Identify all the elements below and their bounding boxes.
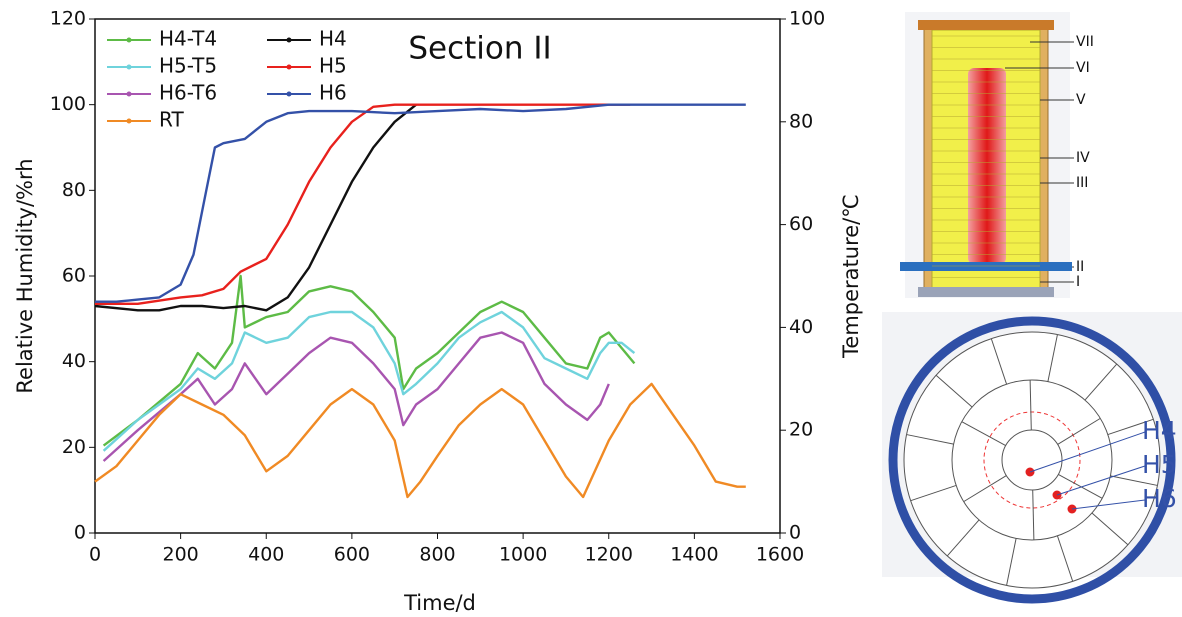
column-label: III [1076,175,1088,191]
spoke [906,434,954,445]
legend-label: H5-T5 [159,54,217,78]
leader [1029,431,1146,473]
heater-core [968,68,1006,264]
y-tick-label: 40 [62,350,86,372]
x-tick-label: 1400 [670,544,718,566]
series-line [95,103,631,305]
y-tick-label: 80 [62,179,86,201]
ring [983,411,1081,509]
x-tick-label: 1000 [499,544,547,566]
leader [1071,499,1146,510]
legend-label: RT [159,108,184,132]
column-label: II [1076,259,1084,275]
cross-section [882,312,1182,604]
spoke [1058,473,1103,499]
spoke [935,374,973,408]
spoke [961,421,1006,447]
x-tick-label: 400 [248,544,284,566]
spoke [1110,475,1158,486]
ring [1001,429,1063,491]
leader [1056,465,1146,496]
sensor-label: H4 [1142,416,1177,445]
x-tick-label: 1600 [756,544,804,566]
sensor-label: H6 [1142,484,1177,513]
x-tick-label: 600 [334,544,370,566]
spoke [910,484,957,502]
legend-label: H4-T4 [159,27,217,51]
x-tick-label: 200 [162,544,198,566]
y-tick-label: 60 [62,265,86,287]
section-bar [900,262,1072,271]
spoke [1056,535,1074,582]
y2-tick-label: 0 [789,522,801,544]
y2-axis-label: Temperature/℃ [839,194,863,359]
series-line [95,103,746,303]
y-tick-label: 120 [50,8,86,30]
legend-marker [126,91,132,97]
series-line [102,274,636,447]
series-line [94,103,417,312]
ring [903,331,1161,589]
spoke [963,475,1007,503]
spoke [1057,417,1101,445]
y2-tick-label: 20 [789,419,813,441]
x-tick-label: 800 [419,544,455,566]
spoke [1107,418,1154,436]
column-label: V [1076,92,1086,108]
series-line [102,331,610,462]
spoke [1084,363,1118,401]
spoke [1091,512,1129,546]
spoke [1047,334,1058,382]
series-line [94,382,746,499]
column-diagram [900,12,1072,298]
spoke [1029,380,1032,431]
y2-tick-label: 80 [789,110,813,132]
column-label: I [1076,274,1080,290]
legend-label: H6-T6 [159,81,217,105]
column-label: VII [1076,34,1094,50]
x-tick-label: 0 [89,544,101,566]
ring [951,379,1113,541]
sensor-label: H5 [1142,450,1177,479]
y-tick-label: 100 [50,93,86,115]
legend-marker [126,118,132,124]
legend-marker [126,64,132,70]
y-axis-label: Relative Humidity/%rh [13,158,37,393]
y2-tick-label: 60 [789,213,813,235]
top-cap [918,20,1054,30]
column-label: VI [1076,60,1090,76]
column-label: IV [1076,150,1090,166]
legend-marker [286,64,292,70]
y2-tick-label: 100 [789,8,825,30]
y-tick-label: 20 [62,436,86,458]
y-tick-label: 0 [74,522,86,544]
outer-ring [888,316,1176,604]
bottom-cap [918,287,1054,297]
spoke [1032,489,1035,540]
x-axis-label: Time/d [403,591,476,615]
legend-label: H4 [319,27,347,51]
spoke [946,519,980,557]
legend-marker [286,91,292,97]
spoke [990,338,1008,385]
legend-label: H5 [319,54,347,78]
legend-marker [286,37,292,43]
x-tick-label: 1200 [585,544,633,566]
legend-marker [126,37,132,43]
legend-label: H6 [319,81,347,105]
y2-tick-label: 40 [789,316,813,338]
chart-title: Section II [408,31,551,67]
series-line [102,310,636,452]
spoke [1006,538,1017,586]
